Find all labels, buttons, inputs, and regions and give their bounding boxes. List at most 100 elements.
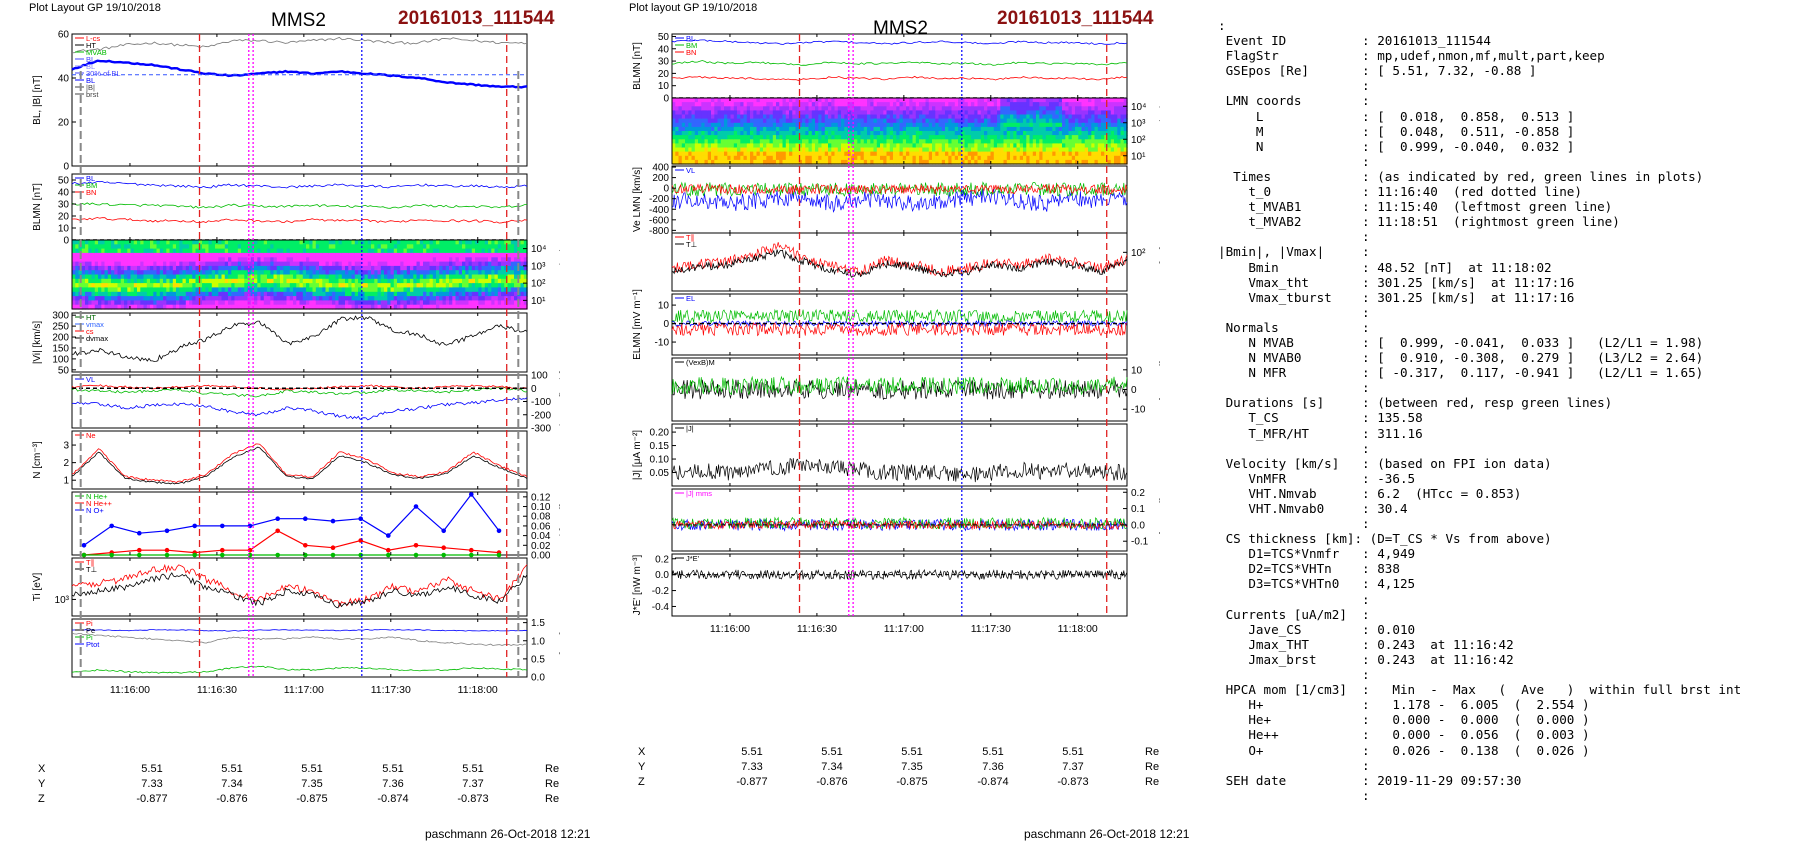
spectrogram-cell <box>72 248 76 254</box>
y-tick-label: 0.00 <box>531 551 551 562</box>
spectrogram-cell <box>720 122 725 128</box>
spectrogram-cell <box>179 252 184 258</box>
spectrogram-cell <box>384 274 388 280</box>
spectrogram-cell <box>247 278 252 284</box>
spectrogram-cell <box>1019 143 1024 149</box>
spectrogram-cell <box>354 300 359 306</box>
spectrogram-cell <box>501 261 505 267</box>
spectrogram-cell <box>237 274 242 280</box>
spectrogram-cell <box>1065 114 1070 120</box>
spectrogram-cell <box>218 283 223 288</box>
spectrogram-cell <box>1016 122 1021 128</box>
spectrogram-cell <box>987 135 992 140</box>
spectrogram-cell <box>779 155 784 161</box>
spectrogram-cell <box>166 261 171 267</box>
spectrogram-cell <box>1042 110 1047 116</box>
spectrogram-cell <box>711 143 715 149</box>
spectrogram-cell <box>672 139 676 144</box>
spectrogram-cell <box>782 135 787 140</box>
spectrogram-cell <box>915 110 920 116</box>
spectrogram-cell <box>189 291 193 297</box>
spectrogram-cell <box>795 102 800 107</box>
spectrogram-cell <box>127 270 132 276</box>
spectrogram-cell <box>276 296 281 301</box>
series-line-EM <box>671 308 1128 324</box>
spectrogram-cell <box>724 131 728 136</box>
spectrogram-cell <box>1055 118 1060 124</box>
spectrogram-cell <box>413 300 418 306</box>
spectrogram-cell <box>938 159 943 165</box>
spectrogram-cell <box>410 274 414 280</box>
spectrogram-cell <box>1097 122 1102 128</box>
spectrogram-cell <box>782 118 787 124</box>
spectrogram-cell <box>746 114 751 120</box>
spectrogram-cell <box>828 135 832 140</box>
spectrogram-cell <box>410 278 414 284</box>
spectrogram-cell <box>299 261 304 267</box>
spectrogram-cell <box>1065 98 1070 103</box>
spectrogram-cell <box>938 102 943 107</box>
spectrogram-cell <box>150 261 154 267</box>
spectrogram-cell <box>218 270 223 276</box>
spectrogram-cell <box>101 287 106 293</box>
spectrogram-cell <box>208 300 213 306</box>
spectrogram-cell <box>114 300 119 306</box>
spectrogram-cell <box>257 296 262 301</box>
spectrogram-cell <box>306 283 310 288</box>
spectrogram-cell <box>766 139 771 144</box>
data-point <box>413 504 419 509</box>
spectrogram-cell <box>514 296 518 301</box>
spectrogram-cell <box>717 118 722 124</box>
spectrogram-cell <box>967 122 972 128</box>
spectrogram-cell <box>974 122 979 128</box>
spectrogram-cell <box>1026 114 1031 120</box>
spectrogram-cell <box>475 261 479 267</box>
spectrogram-cell <box>423 261 427 267</box>
spectrogram-cell <box>322 278 327 284</box>
spectrogram-cell <box>117 274 122 280</box>
spectrogram-cell <box>841 110 845 116</box>
spectrogram-cell <box>341 240 346 245</box>
spectrogram-cell <box>374 248 379 254</box>
spectrogram-cell <box>202 296 206 301</box>
spectrogram-cell <box>925 139 930 144</box>
spectrogram-cell <box>406 248 411 254</box>
spectrogram-cell <box>1026 98 1031 103</box>
spectrogram-cell <box>413 296 418 301</box>
spectrogram-cell <box>844 114 849 120</box>
spectrogram-cell <box>711 118 715 124</box>
spectrogram-cell <box>857 102 862 107</box>
spectrogram-cell <box>902 114 907 120</box>
spectrogram-cell <box>289 261 294 267</box>
spectrogram-cell <box>743 114 748 120</box>
spectrogram-cell <box>928 114 933 120</box>
spectrogram-cell <box>481 296 486 301</box>
spectrogram-cell <box>338 304 343 310</box>
spectrogram-cell <box>397 274 401 280</box>
spectrogram-cell <box>455 270 460 276</box>
spectrogram-cell <box>737 147 741 153</box>
spectrogram-cell <box>1075 139 1079 144</box>
spectrogram-cell <box>834 135 839 140</box>
spectrogram-cell <box>423 265 427 271</box>
panel-J_mag: 0.200.150.100.05|J| [μA m⁻²]|J| <box>632 423 1128 487</box>
spectrogram-cell <box>449 240 453 245</box>
spectrogram-cell <box>837 155 842 161</box>
spectrogram-cell <box>98 278 102 284</box>
spectrogram-cell <box>263 300 268 306</box>
spectrogram-cell <box>1032 159 1037 165</box>
spectrogram-cell <box>124 257 128 263</box>
spectrogram-cell <box>792 147 797 153</box>
spectrogram-cell <box>107 300 112 306</box>
spectrogram-cell <box>205 304 210 310</box>
spectrogram-cell <box>221 274 226 280</box>
spectrogram-cell <box>1084 155 1089 161</box>
spectrogram-cell <box>452 304 457 310</box>
spectrogram-cell <box>694 135 699 140</box>
spectrogram-cell <box>935 102 940 107</box>
spectrogram-cell <box>442 252 447 258</box>
spectrogram-cell <box>273 291 278 297</box>
spectrogram-cell <box>419 244 424 250</box>
spectrogram-cell <box>494 274 499 280</box>
legend: EL <box>675 294 695 303</box>
